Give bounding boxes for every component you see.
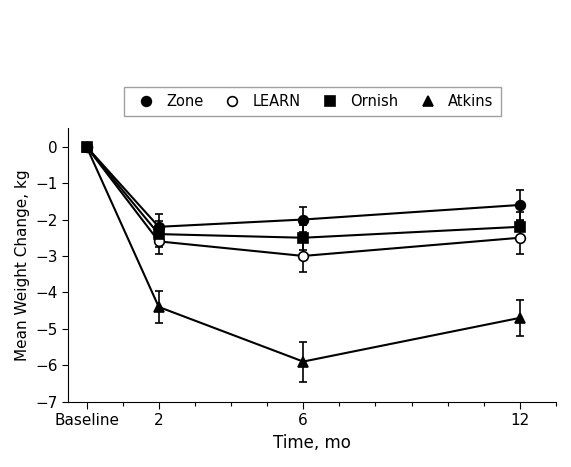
Legend: Zone, LEARN, Ornish, Atkins: Zone, LEARN, Ornish, Atkins — [124, 86, 501, 116]
X-axis label: Time, mo: Time, mo — [274, 434, 351, 452]
Y-axis label: Mean Weight Change, kg: Mean Weight Change, kg — [15, 169, 30, 361]
